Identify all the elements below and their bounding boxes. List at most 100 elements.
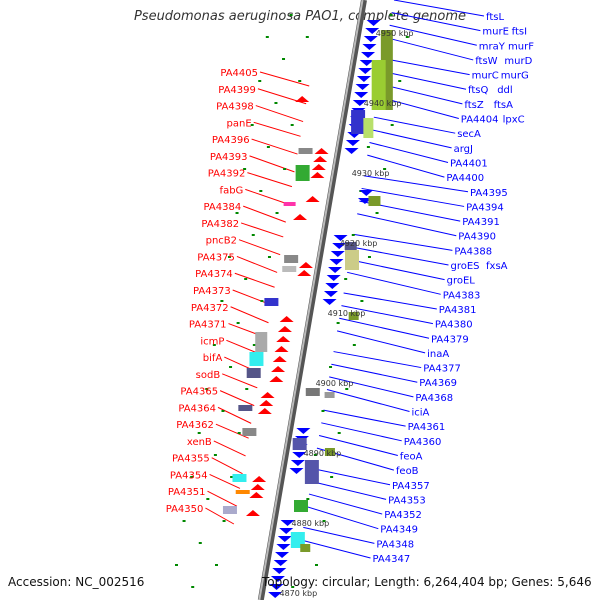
leader-line (321, 422, 402, 442)
left-gene-labels: PA4405 PA4399 PA4398 panE PA4396 PA4393 PA4392… (166, 68, 258, 515)
left-strand-arrow (297, 270, 312, 276)
feature-tracks (222, 20, 393, 598)
tick-mark (283, 168, 287, 170)
right-gene-label: murG (501, 71, 529, 82)
tick-mark (230, 476, 234, 478)
tick-mark (244, 278, 248, 280)
scale-label: 4890 kbp (304, 449, 342, 458)
right-strand-arrow (356, 76, 371, 82)
tick-mark (375, 212, 379, 214)
right-strand-arrow (323, 291, 338, 297)
left-strand-arrow (274, 346, 289, 352)
right-strand-arrow (326, 275, 341, 281)
left-gene-label: PA4375 (197, 252, 235, 263)
tick-mark (298, 80, 302, 82)
cds-box (368, 196, 381, 206)
cds-box (283, 202, 296, 206)
right-strand-arrow (352, 100, 367, 106)
right-strand-arrow (354, 92, 369, 98)
left-strand-arrow (279, 316, 294, 322)
leader-line (313, 468, 391, 486)
right-strand-arrow (330, 251, 345, 257)
leader-line (373, 116, 456, 134)
cds-box (235, 490, 250, 494)
leader-line (336, 330, 426, 354)
leader-line (341, 305, 433, 325)
right-strand-arrow (273, 560, 288, 566)
leader-line (369, 142, 449, 163)
tick-mark (390, 124, 394, 126)
left-gene-label: fabG (220, 185, 244, 196)
leader-line (234, 272, 275, 288)
scale-label: 4920 kbp (340, 239, 378, 248)
cds-box (348, 312, 359, 320)
right-gene-label: ftsW (475, 56, 497, 67)
left-gene-label: PA4364 (178, 403, 216, 414)
right-strand-arrow (289, 468, 304, 474)
tick-mark (405, 36, 409, 38)
right-gene-label: ddl (497, 85, 512, 96)
right-gene-label: lpxC (503, 115, 525, 126)
cds-box (305, 388, 320, 396)
right-strand-arrow (268, 592, 283, 598)
leader-line (255, 105, 304, 123)
left-gene-label: PA4392 (208, 169, 246, 180)
leader-line (219, 390, 255, 407)
left-strand-arrow (249, 492, 264, 498)
tick-mark (267, 256, 271, 258)
cds-box (238, 405, 253, 411)
right-strand-arrow (358, 68, 373, 74)
right-gene-label: secA (457, 129, 481, 140)
right-gene-label: mraY (479, 41, 506, 52)
right-gene-label: PA4377 (423, 364, 461, 375)
left-gene-label: PA4350 (166, 504, 204, 515)
leader-line (347, 271, 441, 295)
leader-line (249, 155, 295, 173)
left-gene-label: PA4362 (176, 420, 214, 431)
tick-mark (266, 146, 270, 148)
right-gene-label: ftsI (512, 27, 527, 38)
left-gene-label: PA4382 (201, 219, 239, 230)
cds-box (232, 474, 247, 482)
tick-mark (313, 454, 317, 456)
cds-box (304, 460, 319, 484)
right-strand-arrow (325, 283, 340, 289)
right-gene-label: ftsL (486, 12, 504, 23)
left-strand-arrow (245, 510, 260, 516)
leader-line (230, 306, 269, 324)
cds-box (351, 110, 366, 134)
scale-labels: 4950 kbp 4940 kbp 4930 kbp 4920 kbp 4910 kbp… (279, 29, 413, 598)
tick-mark (245, 388, 249, 390)
genome-title: Pseudomonas aeruginosa PAO1, complete ge… (133, 9, 467, 24)
tick-mark (260, 300, 264, 302)
right-strand-arrow (362, 44, 377, 50)
leader-line (259, 71, 310, 87)
right-gene-label: PA4379 (431, 334, 469, 345)
tick-mark (243, 168, 247, 170)
left-gene-label: PA4393 (210, 152, 248, 163)
scale-label: 4870 kbp (279, 589, 317, 598)
right-gene-label: PA4381 (439, 305, 477, 316)
tick-mark (314, 564, 318, 566)
cds-box (344, 242, 357, 250)
tick-mark (383, 168, 387, 170)
cds-box (324, 448, 335, 456)
left-gene-label: PA4396 (212, 135, 250, 146)
left-gene-label: panE (227, 118, 252, 129)
scale-label: 4930 kbp (352, 169, 390, 178)
leader-line (331, 363, 418, 383)
right-strand-arrow (357, 198, 372, 204)
tick-mark (222, 520, 226, 522)
right-gene-label: PA4388 (454, 246, 492, 257)
cds-box (363, 118, 374, 138)
tick-mark (237, 432, 241, 434)
left-gene-label: PA4372 (191, 303, 229, 314)
left-gene-label: PA4355 (172, 454, 210, 465)
scale-label: 4880 kbp (292, 519, 330, 528)
tick-mark (236, 322, 240, 324)
leader-line (240, 222, 284, 238)
left-gene-label: pncB2 (206, 236, 237, 247)
tick-mark (182, 520, 186, 522)
right-gene-label: PA4400 (446, 173, 484, 184)
left-gene-label: PA4374 (195, 269, 233, 280)
